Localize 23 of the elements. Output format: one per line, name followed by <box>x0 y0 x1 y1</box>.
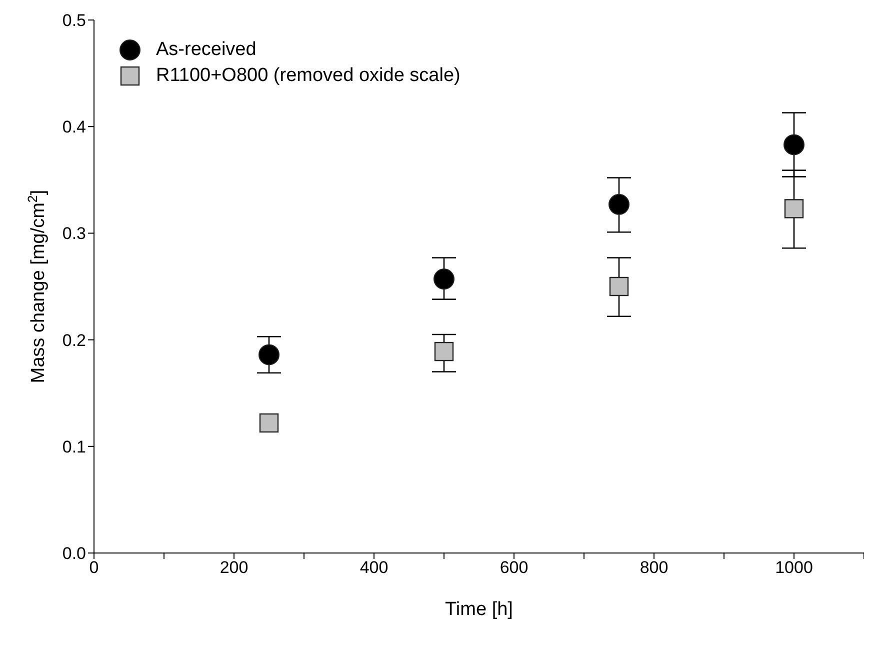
y-tick-label: 0.5 <box>62 11 86 30</box>
y-tick-label: 0.4 <box>62 118 86 137</box>
legend-label: As-received <box>156 39 256 61</box>
y-tick-label: 0.3 <box>62 224 86 244</box>
point <box>609 276 629 296</box>
point <box>434 268 454 290</box>
point <box>784 134 804 156</box>
legend-label: R1100+O800 (removed oxide scale) <box>156 65 460 87</box>
x-tick-label: 400 <box>360 558 388 578</box>
point <box>258 344 280 366</box>
y-tick-label: 0.0 <box>62 544 86 564</box>
x-tick-label: 1000 <box>775 558 813 578</box>
x-tick-label: 0 <box>89 558 99 578</box>
y-tick-label: 0.1 <box>62 437 86 456</box>
x-tick-label: 200 <box>220 558 248 578</box>
x-tick-label: 800 <box>640 558 668 578</box>
x-tick-label: 600 <box>500 558 528 578</box>
point <box>434 342 454 362</box>
y-tick-label: 0.2 <box>62 330 86 350</box>
point <box>608 194 630 215</box>
x-axis-title: Time [h] <box>445 599 513 620</box>
point <box>784 199 804 218</box>
point <box>259 413 279 433</box>
